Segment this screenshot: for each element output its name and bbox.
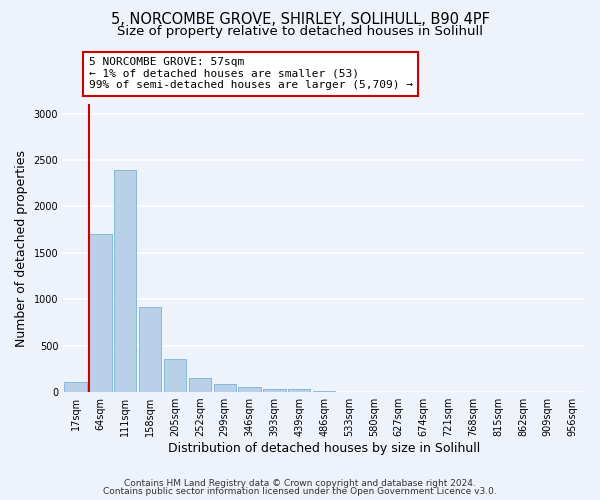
Bar — [288, 390, 310, 392]
X-axis label: Distribution of detached houses by size in Solihull: Distribution of detached houses by size … — [168, 442, 480, 455]
Bar — [139, 306, 161, 392]
Bar — [164, 359, 186, 392]
Text: Contains public sector information licensed under the Open Government Licence v3: Contains public sector information licen… — [103, 487, 497, 496]
Bar — [214, 384, 236, 392]
Bar — [263, 390, 286, 392]
Bar — [89, 234, 112, 392]
Text: Size of property relative to detached houses in Solihull: Size of property relative to detached ho… — [117, 25, 483, 38]
Text: 5 NORCOMBE GROVE: 57sqm
← 1% of detached houses are smaller (53)
99% of semi-det: 5 NORCOMBE GROVE: 57sqm ← 1% of detached… — [89, 57, 413, 90]
Text: Contains HM Land Registry data © Crown copyright and database right 2024.: Contains HM Land Registry data © Crown c… — [124, 478, 476, 488]
Bar — [114, 170, 136, 392]
Text: 5, NORCOMBE GROVE, SHIRLEY, SOLIHULL, B90 4PF: 5, NORCOMBE GROVE, SHIRLEY, SOLIHULL, B9… — [110, 12, 490, 28]
Bar — [188, 378, 211, 392]
Y-axis label: Number of detached properties: Number of detached properties — [15, 150, 28, 346]
Bar — [313, 391, 335, 392]
Bar — [238, 387, 261, 392]
Bar — [64, 382, 87, 392]
